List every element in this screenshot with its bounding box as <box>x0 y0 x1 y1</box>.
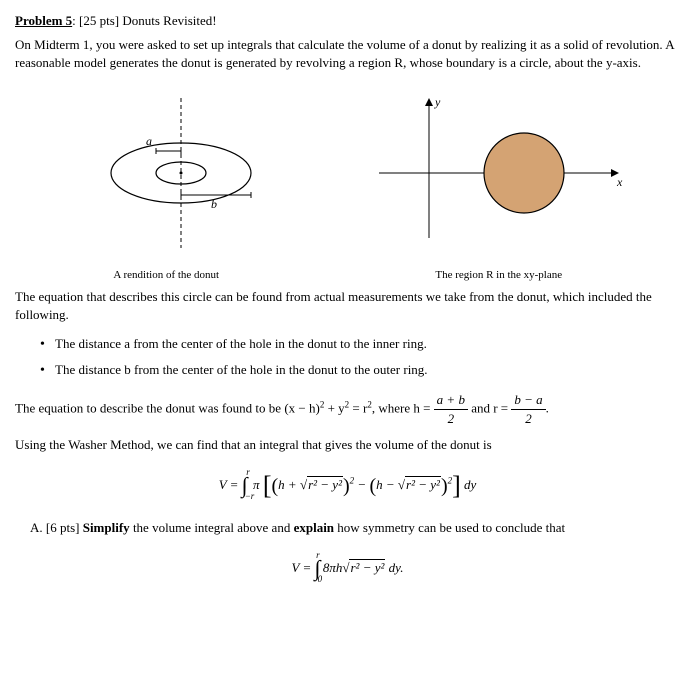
eq-mid2: = r <box>349 401 367 416</box>
figures-row: a b A rendition of the donut y x The reg… <box>15 88 680 284</box>
problem-label: Problem 5 <box>15 13 72 28</box>
simplify-bold: Simplify <box>83 520 130 535</box>
donut-figure: a b A rendition of the donut <box>66 88 266 284</box>
problem-header: Problem 5: [25 pts] Donuts Revisited! <box>15 12 680 30</box>
problem-title-text: Donuts Revisited! <box>122 13 216 28</box>
frac-h: a + b2 <box>434 391 468 428</box>
eq-mid1: + y <box>324 401 344 416</box>
eq-pre: The equation to describe the donut was f… <box>15 401 320 416</box>
region-figure: y x The region R in the xy-plane <box>369 88 629 284</box>
problem-points: : [25 pts] <box>72 13 122 28</box>
donut-svg: a b <box>66 88 266 258</box>
eq-and: and r = <box>471 401 511 416</box>
label-x: x <box>616 175 623 189</box>
label-b: b <box>211 197 217 211</box>
frac-r: b − a2 <box>511 391 545 428</box>
region-caption: The region R in the xy-plane <box>369 268 629 283</box>
volume-integral-1: V = ∫−rr π [(h + √r² − y²)2 − (h − √r² −… <box>15 466 680 504</box>
label-y: y <box>434 95 441 109</box>
intro-paragraph: On Midterm 1, you were asked to set up i… <box>15 36 680 72</box>
bullet-list: The distance a from the center of the ho… <box>40 335 680 379</box>
bullet-b: The distance b from the center of the ho… <box>40 361 680 379</box>
part-a: A. [6 pts] Simplify the volume integral … <box>15 519 680 537</box>
desc-paragraph: The equation that describes this circle … <box>15 288 680 324</box>
eq-post: , where h = <box>372 401 434 416</box>
label-a: a <box>146 134 152 148</box>
washer-text: Using the Washer Method, we can find tha… <box>15 436 680 454</box>
donut-caption: A rendition of the donut <box>66 268 266 283</box>
region-svg: y x <box>369 88 629 258</box>
eq-end: . <box>546 401 549 416</box>
explain-bold: explain <box>294 520 334 535</box>
part-a-label: A. [6 pts] <box>30 520 83 535</box>
bullet-a: The distance a from the center of the ho… <box>40 335 680 353</box>
volume-integral-2: V = ∫0r 8πh√r² − y² dy. <box>15 549 680 586</box>
equation-line: The equation to describe the donut was f… <box>15 391 680 428</box>
